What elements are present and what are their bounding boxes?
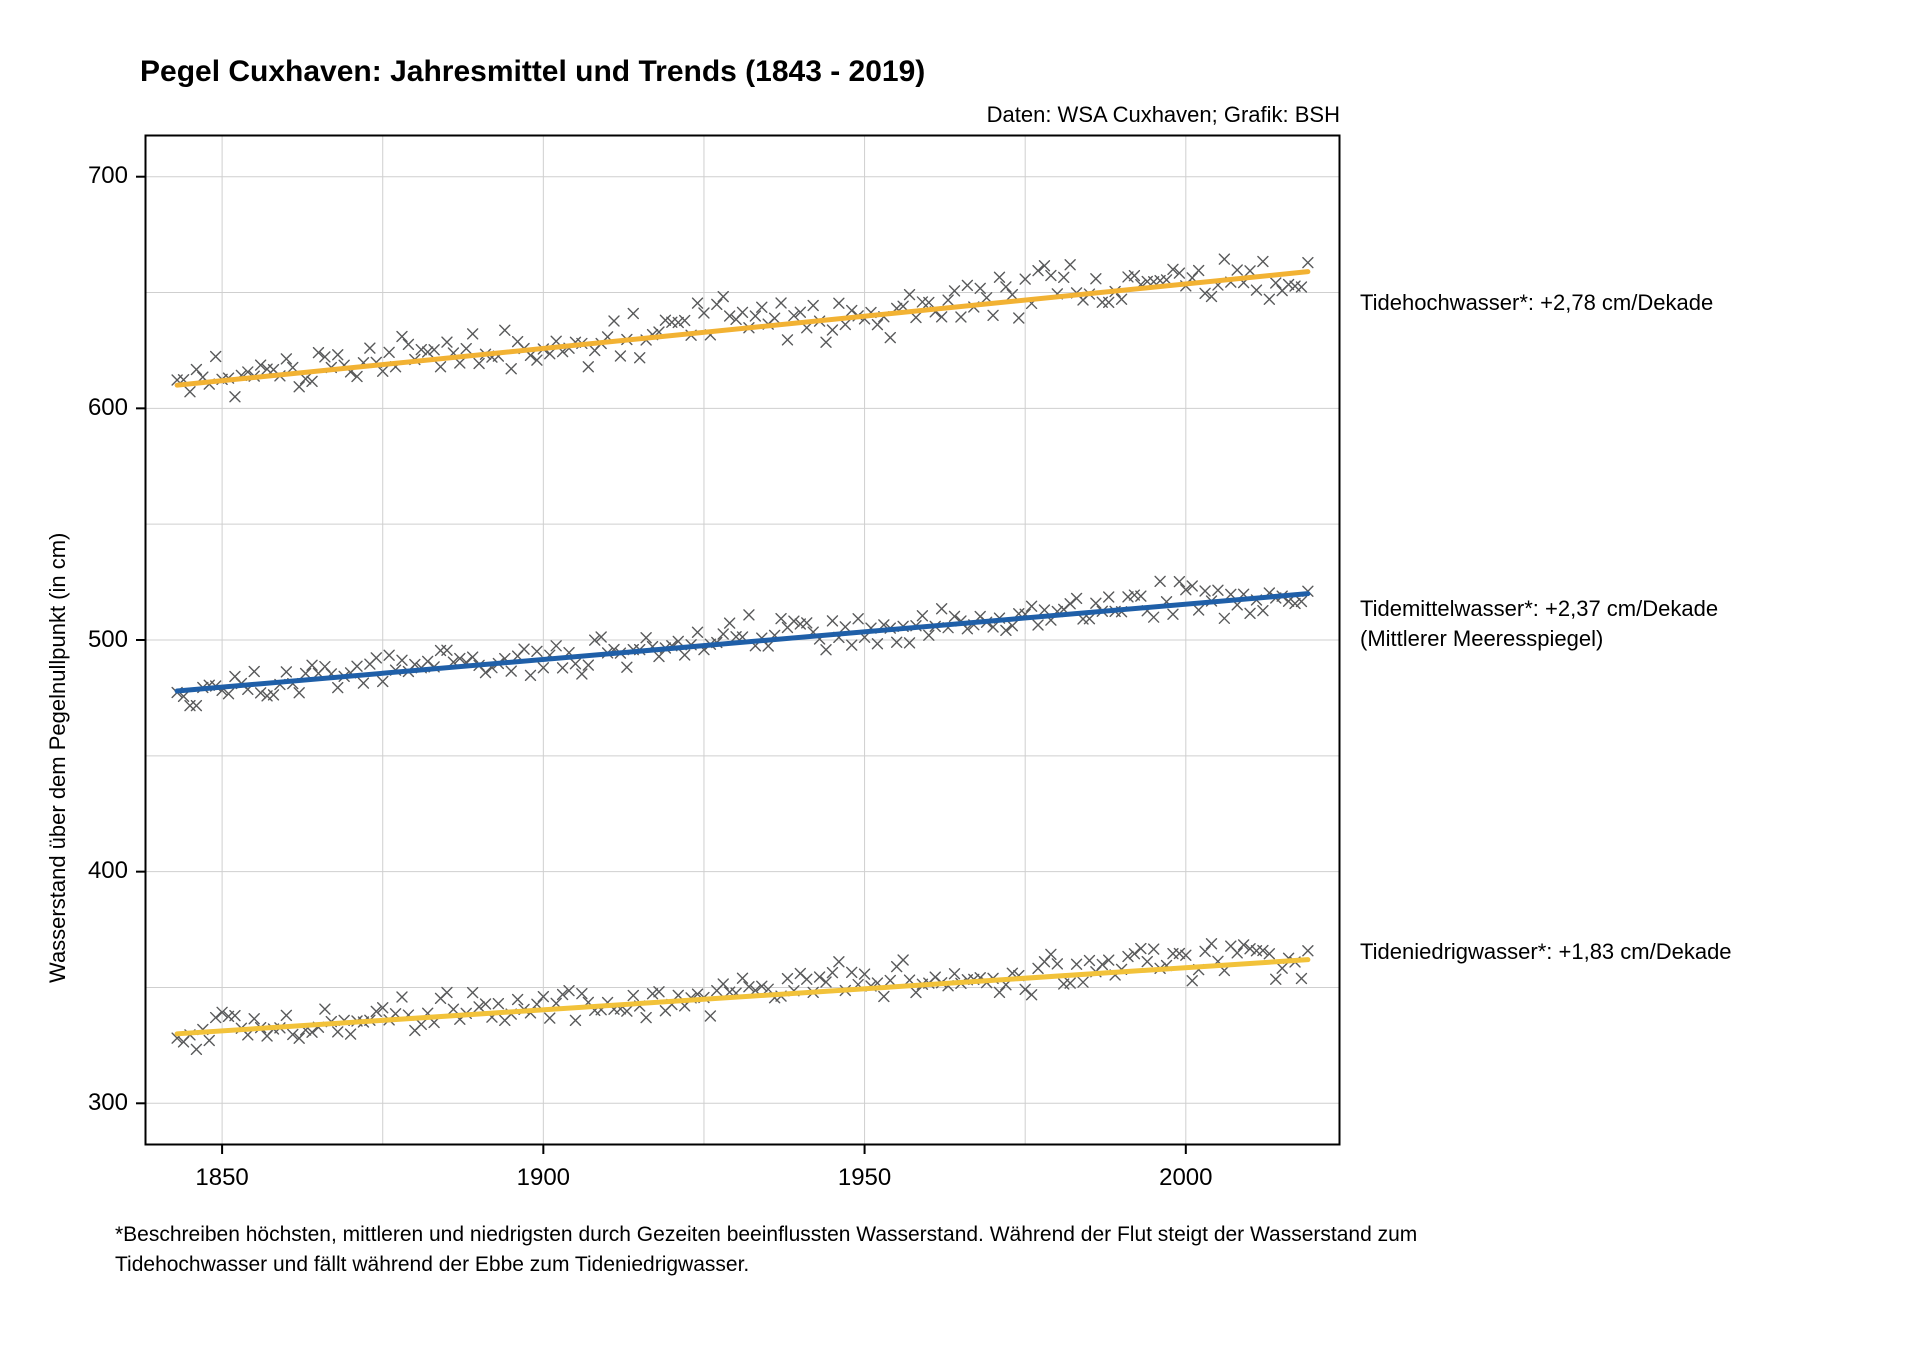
y-axis-label: Wasserstand über dem Pegelnullpunkt (in … <box>45 533 71 983</box>
y-tick-label: 600 <box>88 394 128 422</box>
x-tick-label: 2000 <box>1156 1164 1216 1192</box>
x-tick-label: 1900 <box>513 1164 573 1192</box>
series-label-tidemittelwasser: Tidemittelwasser*: +2,37 cm/Dekade (Mitt… <box>1360 594 1880 653</box>
chart-subtitle: Daten: WSA Cuxhaven; Grafik: BSH <box>987 102 1340 128</box>
chart-page: { "title": "Pegel Cuxhaven: Jahresmittel… <box>0 0 1920 1364</box>
chart-footnote: *Beschreiben höchsten, mittleren und nie… <box>115 1220 1815 1281</box>
y-tick-label: 300 <box>88 1089 128 1117</box>
y-tick-label: 500 <box>88 626 128 654</box>
y-tick-label: 400 <box>88 857 128 885</box>
y-tick-label: 700 <box>88 162 128 190</box>
x-tick-label: 1850 <box>192 1164 252 1192</box>
x-tick-label: 1950 <box>835 1164 895 1192</box>
scatter-trend-plot <box>145 135 1340 1145</box>
chart-title: Pegel Cuxhaven: Jahresmittel und Trends … <box>140 55 925 89</box>
series-label-tideniedrigwasser: Tideniedrigwasser*: +1,83 cm/Dekade <box>1360 937 1880 967</box>
series-label-tidehochwasser: Tidehochwasser*: +2,78 cm/Dekade <box>1360 288 1880 318</box>
